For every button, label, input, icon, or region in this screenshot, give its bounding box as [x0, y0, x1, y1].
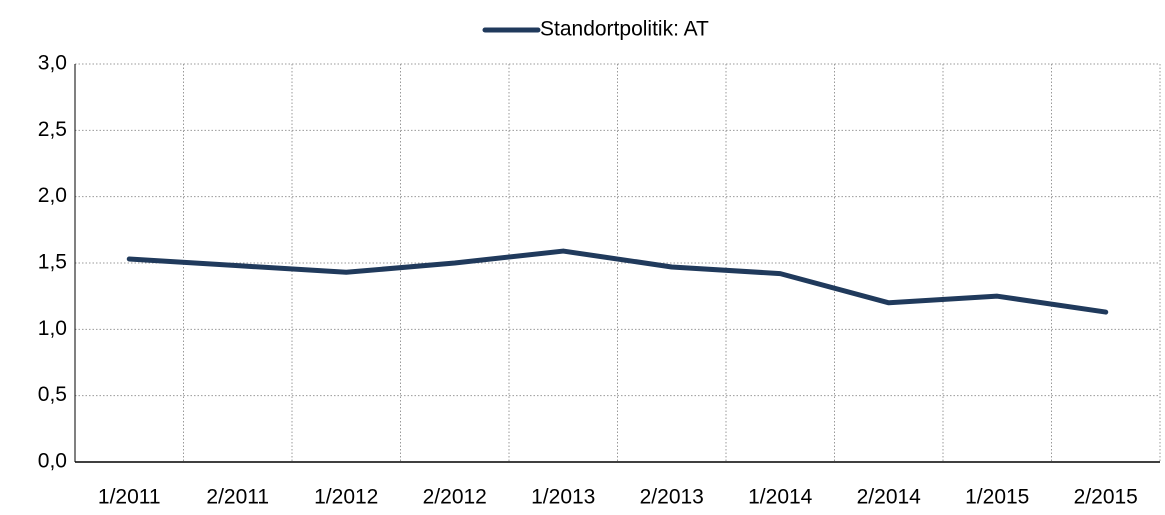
x-tick-label: 1/2015 [965, 486, 1029, 509]
x-tick-label: 2/2015 [1074, 486, 1138, 509]
y-tick-label: 2,0 [38, 184, 67, 207]
x-tick-label: 2/2014 [857, 486, 922, 509]
y-tick-label: 2,5 [38, 118, 67, 141]
x-tick-label: 1/2012 [314, 486, 378, 509]
legend-label: Standortpolitik: AT [540, 18, 709, 41]
y-tick-label: 3,0 [38, 52, 67, 75]
x-tick-label: 2/2012 [423, 486, 487, 509]
x-tick-label: 1/2013 [531, 486, 595, 509]
y-tick-label: 1,0 [38, 317, 67, 340]
x-tick-label: 1/2011 [98, 486, 161, 509]
x-tick-label: 1/2014 [748, 486, 813, 509]
x-tick-label: 2/2013 [640, 486, 704, 509]
line-series [126, 248, 1109, 315]
y-tick-label: 0,0 [38, 450, 67, 473]
x-tick-label: 2/2011 [206, 486, 269, 509]
y-tick-label: 1,5 [38, 251, 67, 274]
y-tick-label: 0,5 [38, 383, 67, 406]
